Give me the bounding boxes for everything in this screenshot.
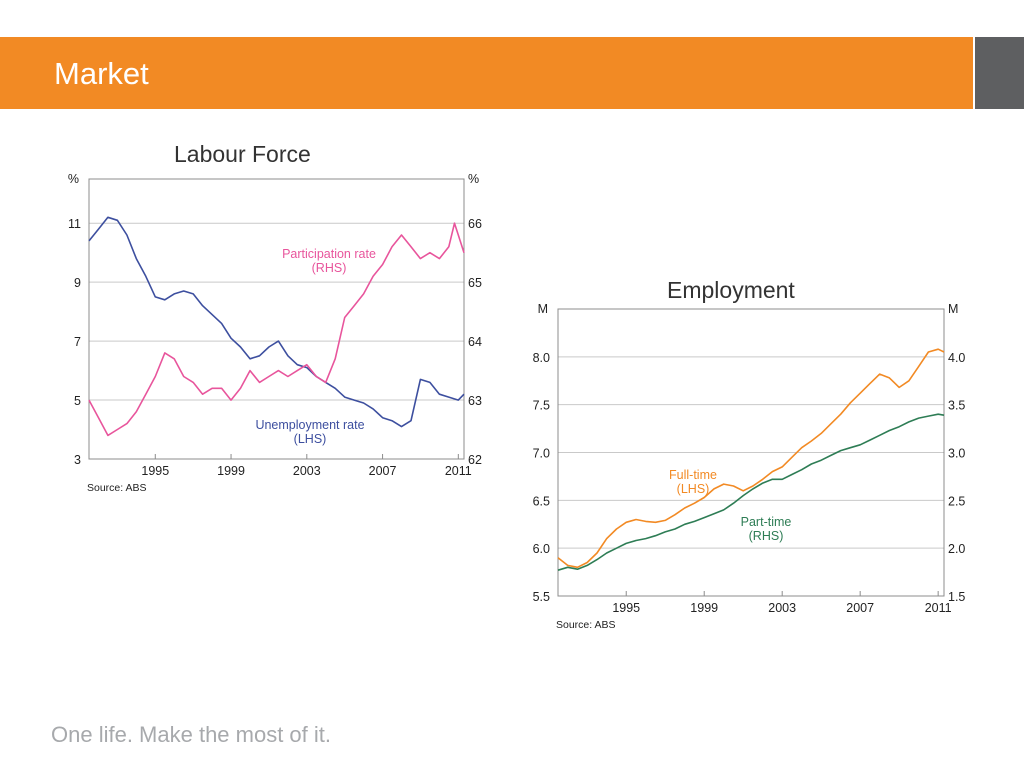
labour-force-plot-frame bbox=[88, 178, 465, 460]
labour-force-chart: 1995 1999 2003 2007 2011 3 5 7 9 11 62 63 64 65 66% % Un… bbox=[68, 172, 482, 494]
labour-force-series-label-participation-rate: (RHS) bbox=[312, 261, 347, 275]
employment-right-tick-label: 3.5 bbox=[948, 399, 965, 413]
labour-force-right-tick-label: 65 bbox=[468, 276, 482, 290]
labour-force-series-label-unemployment-rate: Unemployment rate bbox=[255, 418, 364, 432]
title-banner bbox=[0, 37, 973, 109]
labour-force-right-tick-label: 66 bbox=[468, 217, 482, 231]
employment-series-full-time bbox=[557, 348, 945, 569]
employment-right-tick-label: 2.5 bbox=[948, 494, 965, 508]
labour-force-x-tick-label: 1995 bbox=[141, 464, 169, 478]
employment-right-unit: M bbox=[948, 302, 958, 316]
employment-chart: 1995 1999 2003 2007 2011 5.5 6.0 6.5 7.0 7.5 8.0 1.… bbox=[533, 302, 966, 631]
employment-x-tick-label: 2011 bbox=[925, 601, 952, 615]
employment-right-tick-label: 2.0 bbox=[948, 542, 965, 556]
slide-title: Market bbox=[54, 56, 149, 91]
employment-right-tick-label: 3.0 bbox=[948, 447, 965, 461]
employment-x-tick-label: 1999 bbox=[690, 601, 718, 615]
employment-left-tick-label: 7.5 bbox=[533, 399, 550, 413]
footer-tagline: One life. Make the most of it. bbox=[51, 722, 332, 747]
labour-force-x-tick-label: 2007 bbox=[369, 464, 397, 478]
employment-series-label-full-time: (LHS) bbox=[677, 482, 710, 496]
employment-x-tick-label: 2007 bbox=[846, 601, 874, 615]
employment-series-label-part-time: Part-time bbox=[741, 515, 792, 529]
title-banner-side-block bbox=[975, 37, 1024, 109]
labour-force-x-tick-label: 2011 bbox=[445, 464, 472, 478]
labour-force-left-tick-label: 7 bbox=[74, 335, 81, 349]
labour-force-left-tick-label: 5 bbox=[74, 394, 81, 408]
labour-force-series-label-unemployment-rate: (LHS) bbox=[294, 432, 327, 446]
labour-force-source-note: Source: ABS bbox=[87, 482, 147, 494]
employment-right-tick-label: 1.5 bbox=[948, 590, 965, 604]
employment-source-note: Source: ABS bbox=[556, 619, 616, 631]
employment-left-tick-label: 6.0 bbox=[533, 542, 550, 556]
employment-x-tick-label: 2003 bbox=[768, 601, 796, 615]
labour-force-left-tick-label: 9 bbox=[74, 276, 81, 290]
labour-force-right-unit: % bbox=[468, 172, 479, 186]
employment-series-label-full-time: Full-time bbox=[669, 468, 717, 482]
employment-chart-title: Employment bbox=[667, 277, 795, 303]
employment-left-tick-label: 5.5 bbox=[533, 590, 550, 604]
employment-plot-frame bbox=[557, 308, 945, 597]
labour-force-series-unemployment-rate bbox=[88, 216, 465, 428]
labour-force-right-tick-label: 63 bbox=[468, 394, 482, 408]
labour-force-right-tick-label: 62 bbox=[468, 453, 482, 467]
employment-left-tick-label: 8.0 bbox=[533, 351, 550, 365]
labour-force-left-tick-label: 11 bbox=[68, 217, 81, 231]
labour-force-x-tick-label: 2003 bbox=[293, 464, 321, 478]
employment-series-part-time bbox=[557, 413, 945, 571]
labour-force-left-tick-label: 3 bbox=[74, 453, 81, 467]
labour-force-left-unit: % bbox=[68, 172, 79, 186]
labour-force-series-participation-rate bbox=[88, 222, 465, 437]
employment-x-tick-label: 1995 bbox=[612, 601, 640, 615]
employment-left-unit: M bbox=[538, 302, 548, 316]
labour-force-series-label-participation-rate: Participation rate bbox=[282, 247, 376, 261]
employment-right-tick-label: 4.0 bbox=[948, 351, 965, 365]
employment-left-tick-label: 7.0 bbox=[533, 447, 550, 461]
labour-force-chart-title: Labour Force bbox=[174, 141, 311, 167]
employment-left-tick-label: 6.5 bbox=[533, 494, 550, 508]
labour-force-right-tick-label: 64 bbox=[468, 335, 482, 349]
employment-series-label-part-time: (RHS) bbox=[749, 529, 784, 543]
labour-force-x-tick-label: 1999 bbox=[217, 464, 245, 478]
